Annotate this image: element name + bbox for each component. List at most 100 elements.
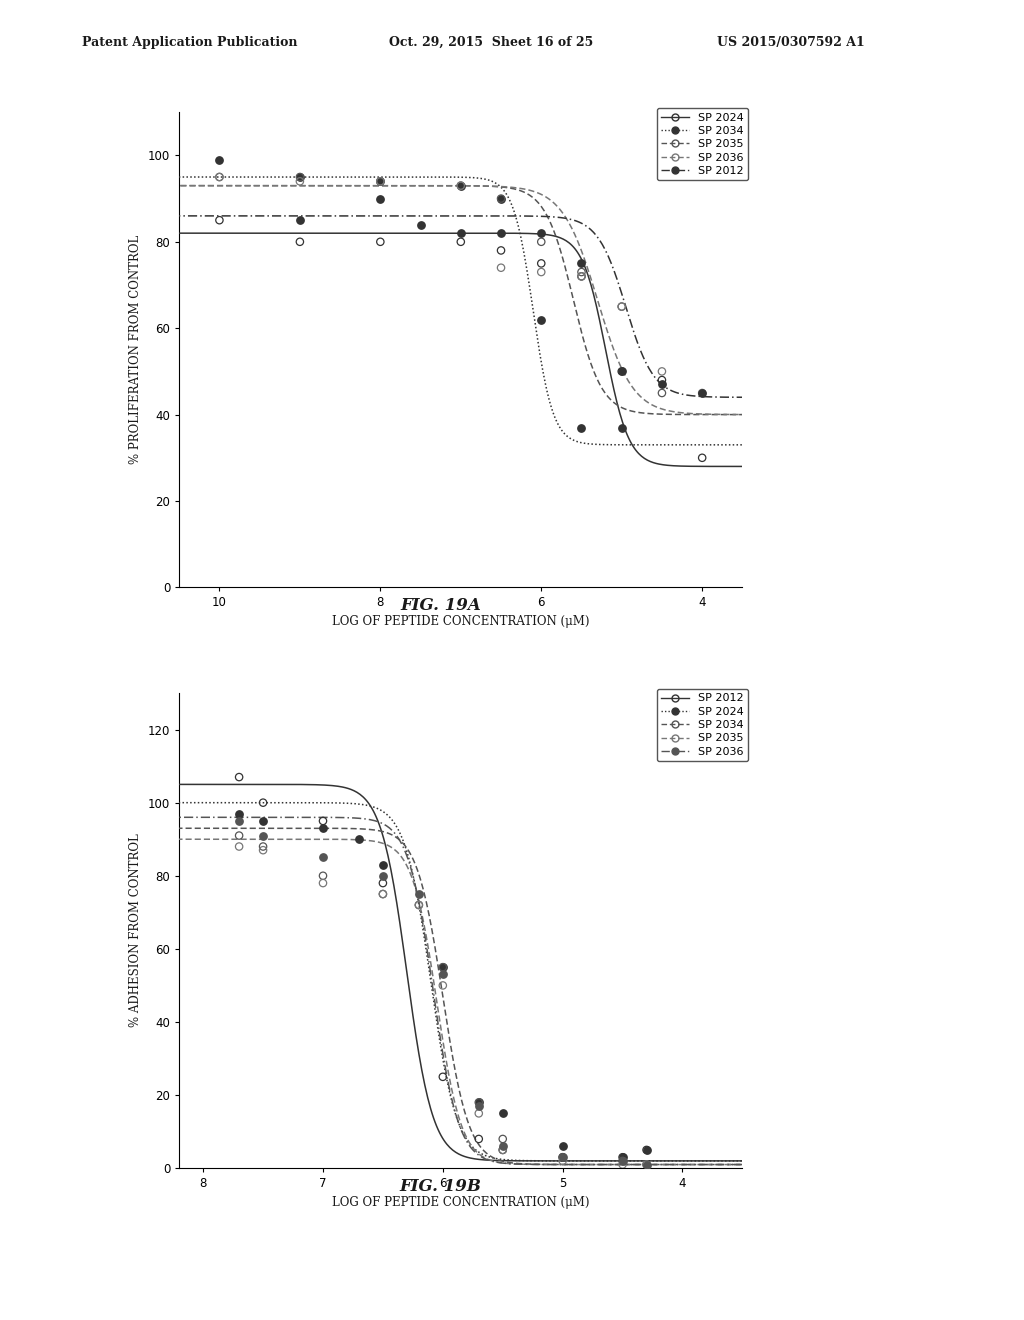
Point bbox=[375, 873, 391, 894]
Point bbox=[292, 170, 308, 191]
Point bbox=[638, 1139, 654, 1160]
Point bbox=[653, 383, 670, 404]
Point bbox=[211, 166, 227, 187]
Point bbox=[694, 383, 711, 404]
Point bbox=[471, 1129, 487, 1150]
Point bbox=[231, 810, 248, 832]
Y-axis label: % ADHESION FROM CONTROL: % ADHESION FROM CONTROL bbox=[129, 834, 142, 1027]
Point bbox=[638, 1139, 654, 1160]
Point bbox=[411, 895, 427, 916]
Point bbox=[495, 1139, 511, 1160]
Point bbox=[453, 176, 469, 197]
Point bbox=[573, 253, 590, 275]
Point bbox=[493, 240, 509, 261]
Point bbox=[534, 223, 550, 244]
Point bbox=[573, 261, 590, 282]
Point bbox=[493, 223, 509, 244]
Point bbox=[372, 170, 388, 191]
Point bbox=[471, 1092, 487, 1113]
Point bbox=[493, 187, 509, 209]
Point bbox=[653, 374, 670, 395]
Point bbox=[613, 360, 630, 381]
Point bbox=[638, 1154, 654, 1175]
Point bbox=[292, 166, 308, 187]
Point bbox=[314, 865, 331, 886]
Point bbox=[554, 1147, 570, 1168]
Point bbox=[614, 1150, 631, 1171]
Point bbox=[613, 360, 630, 381]
Point bbox=[471, 1096, 487, 1117]
Point bbox=[314, 810, 331, 832]
Point bbox=[534, 309, 550, 330]
Point bbox=[211, 149, 227, 170]
Point bbox=[292, 210, 308, 231]
Point bbox=[534, 253, 550, 275]
Point bbox=[372, 170, 388, 191]
Point bbox=[434, 1067, 451, 1088]
Text: FIG. 19A: FIG. 19A bbox=[400, 597, 480, 614]
Point bbox=[653, 370, 670, 391]
Point bbox=[554, 1135, 570, 1156]
Point bbox=[351, 829, 368, 850]
Point bbox=[471, 1092, 487, 1113]
X-axis label: LOG OF PEPTIDE CONCENTRATION (μM): LOG OF PEPTIDE CONCENTRATION (μM) bbox=[332, 615, 590, 628]
Point bbox=[292, 231, 308, 252]
Point bbox=[614, 1154, 631, 1175]
Point bbox=[211, 166, 227, 187]
Point bbox=[255, 840, 271, 861]
Point bbox=[231, 825, 248, 846]
Point bbox=[375, 883, 391, 904]
Point bbox=[314, 847, 331, 869]
Point bbox=[453, 231, 469, 252]
Point bbox=[411, 883, 427, 904]
Legend: SP 2012, SP 2024, SP 2034, SP 2035, SP 2036: SP 2012, SP 2024, SP 2034, SP 2035, SP 2… bbox=[656, 689, 749, 762]
Point bbox=[255, 825, 271, 846]
Point bbox=[694, 383, 711, 404]
Point bbox=[534, 261, 550, 282]
Point bbox=[613, 296, 630, 317]
Point bbox=[375, 883, 391, 904]
Point bbox=[411, 895, 427, 916]
Point bbox=[613, 296, 630, 317]
Point bbox=[372, 170, 388, 191]
Point bbox=[231, 836, 248, 857]
Point bbox=[554, 1147, 570, 1168]
Text: FIG. 19B: FIG. 19B bbox=[399, 1177, 481, 1195]
Point bbox=[314, 817, 331, 838]
Point bbox=[453, 176, 469, 197]
Point bbox=[255, 836, 271, 857]
Point bbox=[573, 265, 590, 286]
Point bbox=[434, 975, 451, 997]
Point bbox=[471, 1102, 487, 1123]
Point bbox=[638, 1154, 654, 1175]
Point bbox=[255, 792, 271, 813]
Point bbox=[375, 865, 391, 886]
Point bbox=[638, 1154, 654, 1175]
Point bbox=[255, 810, 271, 832]
Point bbox=[554, 1150, 570, 1171]
Point bbox=[495, 1102, 511, 1123]
Point bbox=[495, 1129, 511, 1150]
Point bbox=[375, 854, 391, 875]
Point bbox=[211, 210, 227, 231]
Point bbox=[614, 1147, 631, 1168]
Text: Patent Application Publication: Patent Application Publication bbox=[82, 36, 297, 49]
Point bbox=[453, 223, 469, 244]
Point bbox=[614, 1150, 631, 1171]
Point bbox=[614, 1147, 631, 1168]
Point bbox=[493, 257, 509, 279]
Point bbox=[554, 1147, 570, 1168]
Y-axis label: % PROLIFERATION FROM CONTROL: % PROLIFERATION FROM CONTROL bbox=[129, 235, 142, 465]
Point bbox=[434, 964, 451, 985]
Point bbox=[372, 187, 388, 209]
Point bbox=[534, 231, 550, 252]
Legend: SP 2024, SP 2034, SP 2035, SP 2036, SP 2012: SP 2024, SP 2034, SP 2035, SP 2036, SP 2… bbox=[656, 108, 749, 181]
Point bbox=[292, 166, 308, 187]
Point bbox=[613, 417, 630, 438]
Point bbox=[495, 1139, 511, 1160]
Text: Oct. 29, 2015  Sheet 16 of 25: Oct. 29, 2015 Sheet 16 of 25 bbox=[389, 36, 593, 49]
Point bbox=[413, 214, 429, 235]
Point bbox=[434, 957, 451, 978]
Point bbox=[573, 417, 590, 438]
Point bbox=[653, 360, 670, 381]
